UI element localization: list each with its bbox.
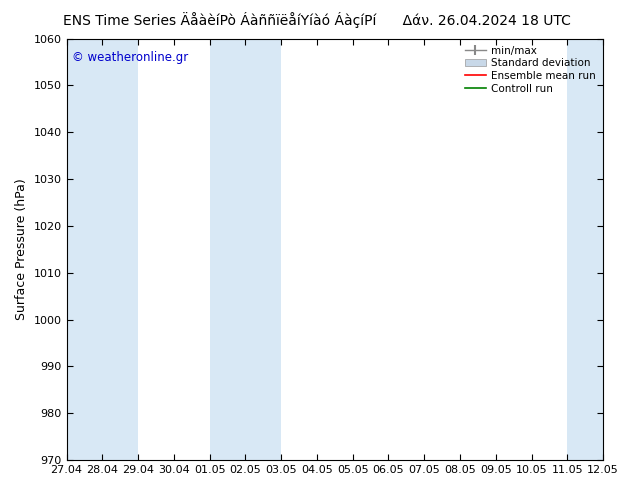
Text: © weatheronline.gr: © weatheronline.gr	[72, 51, 188, 64]
Y-axis label: Surface Pressure (hPa): Surface Pressure (hPa)	[15, 178, 28, 320]
Text: ENS Time Series ÄåàèíPò ÁàññïëåíYíàó ÁàçíPí      Δάν. 26.04.2024 18 UTC: ENS Time Series ÄåàèíPò ÁàññïëåíYíàó Áàç…	[63, 12, 571, 28]
Bar	[245, 39, 281, 460]
Bar	[210, 39, 245, 460]
Bar	[102, 39, 138, 460]
Bar	[67, 39, 102, 460]
Legend: min/max, Standard deviation, Ensemble mean run, Controll run: min/max, Standard deviation, Ensemble me…	[463, 44, 598, 96]
Bar	[567, 39, 603, 460]
